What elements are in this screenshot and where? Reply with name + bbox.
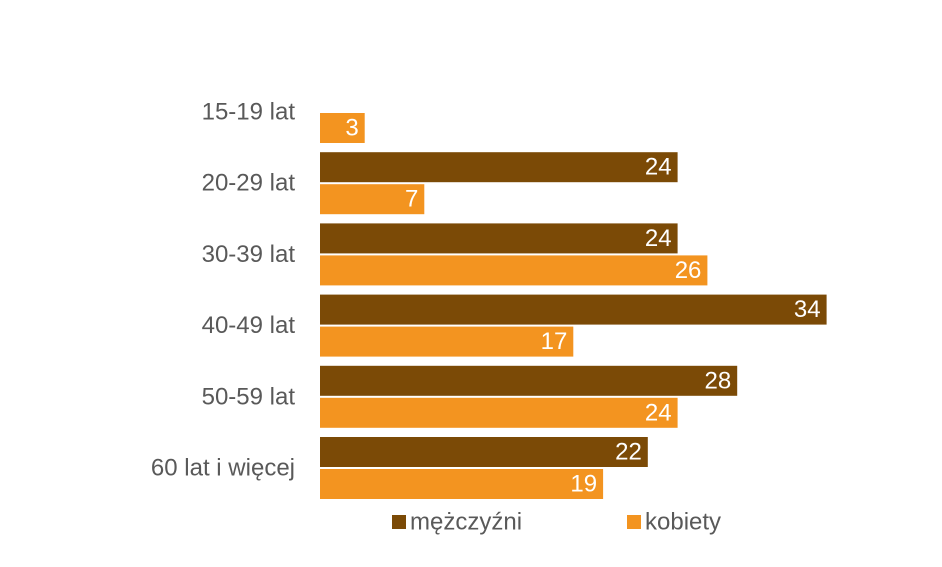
bar-men [320,152,678,183]
bar-value-label: 26 [675,257,702,284]
legend-swatch [392,515,406,529]
legend-label: kobiety [645,509,721,536]
category-label: 60 lat i więcej [151,455,295,482]
category-labels: 15-19 lat 20-29 lat 30-39 lat 40-49 lat 50-5… [151,99,295,482]
legend-label: mężczyźni [410,509,522,536]
category-label: 20-29 lat [202,170,296,197]
bar-women [320,255,708,286]
bar-value-label: 24 [645,399,672,426]
bar-men [320,437,648,467]
bar-value-label: 28 [704,367,731,394]
bar-women [320,326,574,357]
bar-men [320,294,827,325]
bar-value-label: 24 [645,154,672,181]
legend-swatch [627,515,641,529]
bar-value-label: 19 [570,471,597,498]
bars-group [320,113,827,499]
category-label: 30-39 lat [202,241,296,268]
bar-value-label: 3 [345,115,358,142]
category-label: 15-19 lat [202,99,296,126]
bar-men [320,223,678,254]
bar-women [320,397,678,428]
legend: mężczyźni kobiety [392,509,721,536]
bar-women [320,469,604,499]
bar-value-label: 17 [541,328,568,355]
bar-value-label: 24 [645,225,672,252]
category-label: 50-59 lat [202,383,296,410]
bar-value-label: 7 [405,186,418,213]
bar-value-label: 34 [794,296,821,323]
bar-value-label: 22 [615,439,642,466]
bar-women [320,184,425,215]
bar-men [320,365,738,396]
category-label: 40-49 lat [202,312,296,339]
bar-women [320,113,365,143]
